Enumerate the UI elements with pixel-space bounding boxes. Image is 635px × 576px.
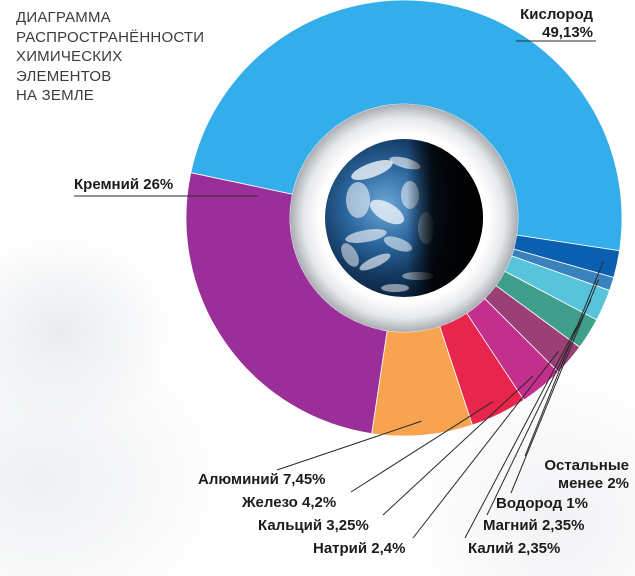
label-oxygen: Кислород 49,13% — [520, 6, 593, 42]
label-oxygen-name: Кислород — [520, 6, 593, 23]
label-other-value: менее 2% — [557, 475, 629, 492]
donut-slices — [185, 0, 623, 437]
title-line: НА ЗЕМЛЕ — [16, 87, 95, 104]
label-aluminium: Алюминий 7,45% — [198, 471, 326, 488]
label-sodium: Натрий 2,4% — [313, 540, 406, 557]
leader-slice-6 — [382, 375, 534, 516]
label-hydrogen: Водород 1% — [496, 495, 588, 512]
leader-slice-8 — [276, 420, 422, 471]
label-potassium: Калий 2,35% — [468, 540, 561, 557]
label-calcium: Кальций 3,25% — [258, 517, 369, 534]
label-oxygen-value: 49,13% — [542, 24, 593, 41]
chart-title: ДИАГРАММА РАСПРОСТРАНЁННОСТИ ХИМИЧЕСКИХ … — [16, 8, 216, 106]
leader-slice-3 — [486, 299, 592, 516]
title-line: ХИМИЧЕСКИХ — [16, 48, 123, 65]
label-iron: Железо 4,2% — [242, 494, 337, 511]
label-leader-lines — [74, 40, 604, 539]
title-line: ДИАГРАММА — [16, 9, 111, 26]
leader-slice-7 — [350, 401, 494, 493]
leader-slice-1 — [524, 261, 604, 457]
label-silicon: Кремний 26% — [74, 176, 174, 193]
title-line: РАСПРОСТРАНЁННОСТИ — [16, 28, 205, 46]
label-other: Остальные менее 2% — [544, 457, 629, 493]
leader-slice-5 — [412, 350, 560, 539]
label-other-name: Остальные — [544, 457, 629, 474]
label-magnesium: Магний 2,35% — [483, 517, 585, 534]
earth-image — [325, 139, 483, 297]
title-line: ЭЛЕМЕНТОВ — [16, 67, 112, 85]
leader-slice-4 — [464, 326, 578, 539]
